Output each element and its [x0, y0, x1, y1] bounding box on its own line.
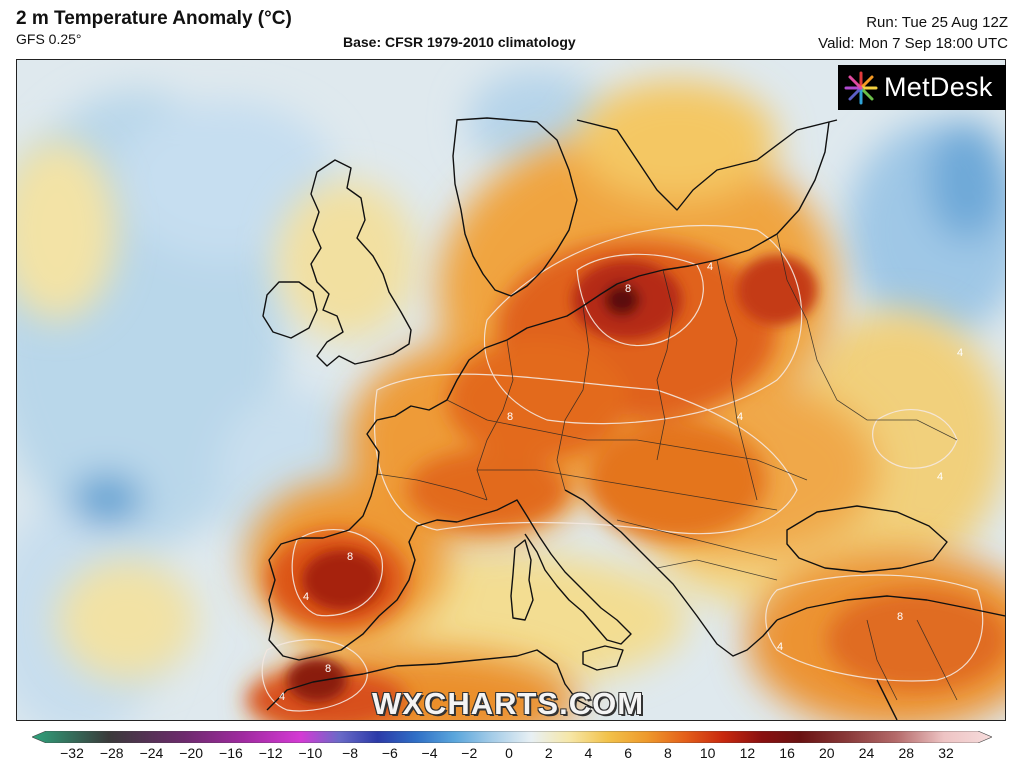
- chart-header-right: Run: Tue 25 Aug 12Z Valid: Mon 7 Sep 18:…: [818, 12, 1008, 54]
- sweden-finland-outline: [576, 119, 838, 211]
- model-label: GFS 0.25°: [16, 31, 82, 47]
- ireland-outline: [262, 281, 318, 339]
- contour-label: 8: [625, 283, 631, 295]
- legend-tick-label: 12: [739, 745, 756, 761]
- legend-tick-label: 32: [938, 745, 954, 761]
- legend-tick-label: 6: [624, 745, 633, 761]
- run-time-label: Run: Tue 25 Aug 12Z: [866, 14, 1008, 31]
- contour-label: 8: [507, 411, 513, 423]
- coastlines: [262, 117, 1005, 720]
- sicily-outline: [582, 645, 624, 671]
- legend-tick-label: −12: [258, 745, 283, 761]
- legend-tick-label: −8: [342, 745, 359, 761]
- legend-tick-label: −16: [219, 745, 243, 761]
- legend-tick-label: 16: [779, 745, 795, 761]
- contour-label: 4: [279, 691, 285, 703]
- contour-label: 8: [897, 611, 903, 623]
- legend-tick-label: −10: [298, 745, 323, 761]
- legend-tick-label: 20: [819, 745, 835, 761]
- contour-label: 4: [777, 641, 783, 653]
- legend-tick-label: −28: [99, 745, 124, 761]
- black-sea-outline: [786, 505, 948, 573]
- legend-tick-label: 0: [505, 745, 513, 761]
- contour-label: 8: [347, 551, 353, 563]
- legend-tick-label: −4: [421, 745, 438, 761]
- legend-tick-label: 2: [544, 745, 553, 761]
- legend-tick-label: −32: [60, 745, 84, 761]
- turkey-coast: [776, 595, 1005, 621]
- chart-title: 2 m Temperature Anomaly (°C): [16, 8, 292, 29]
- wxcharts-watermark: WXCHARTS.COM: [372, 686, 645, 721]
- legend-tick-label: 8: [664, 745, 672, 761]
- corsica-sardinia-outline: [510, 539, 534, 621]
- contour-label: 8: [325, 663, 331, 675]
- map-canvas: 8 4 8 4 8 4 8 4 4 4 4 8: [17, 60, 1005, 720]
- med-coast-north: [456, 499, 632, 645]
- colorbar-gradient: [32, 731, 992, 743]
- great-britain-outline: [310, 159, 412, 367]
- scandinavia-outline: [452, 117, 578, 297]
- legend-tick-label: −6: [381, 745, 398, 761]
- contour-label: 4: [707, 261, 713, 273]
- legend-tick-label: 4: [584, 745, 593, 761]
- climatology-base-label: Base: CFSR 1979-2010 climatology: [343, 34, 576, 50]
- adriatic-coast: [564, 489, 778, 657]
- chart-header-left: 2 m Temperature Anomaly (°C) GFS 0.25°: [16, 8, 292, 48]
- metdesk-starburst-icon: [838, 65, 884, 110]
- iberia-med-coast: [316, 519, 458, 657]
- temperature-anomaly-map: 8 4 8 4 8 4 8 4 4 4 4 8: [16, 59, 1006, 721]
- north-africa-coast: [266, 649, 598, 711]
- legend-tick-label: 10: [699, 745, 716, 761]
- country-borders: [376, 233, 958, 701]
- hot-core-field: [287, 255, 817, 702]
- atlantic-coast: [268, 399, 448, 661]
- levant-coast: [876, 679, 898, 720]
- legend-tick-label: 24: [858, 745, 875, 761]
- contour-label: 4: [737, 411, 743, 423]
- legend-tick-labels: −32 −28 −24 −20 −16 −12 −10 −8 −6 −4 −2 0 2 4 6 8 10 12 16…: [0, 745, 1024, 765]
- contour-label: 4: [957, 347, 963, 359]
- metdesk-logo: MetDesk: [838, 65, 1006, 110]
- legend-tick-label: −2: [461, 745, 478, 761]
- legend-tick-label: 28: [898, 745, 915, 761]
- contour-label-group: 8 4 8 4 8 4 8 4 4 4 4 8: [279, 261, 963, 703]
- legend-tick-label: −24: [139, 745, 164, 761]
- valid-time-label: Valid: Mon 7 Sep 18:00 UTC: [818, 35, 1008, 52]
- contour-label: 4: [937, 471, 943, 483]
- metdesk-logo-text: MetDesk: [884, 72, 993, 102]
- legend-colorbar: [32, 731, 992, 743]
- legend-tick-label: −20: [179, 745, 204, 761]
- contour-label: 4: [303, 591, 309, 603]
- north-sea-coast: [446, 121, 830, 401]
